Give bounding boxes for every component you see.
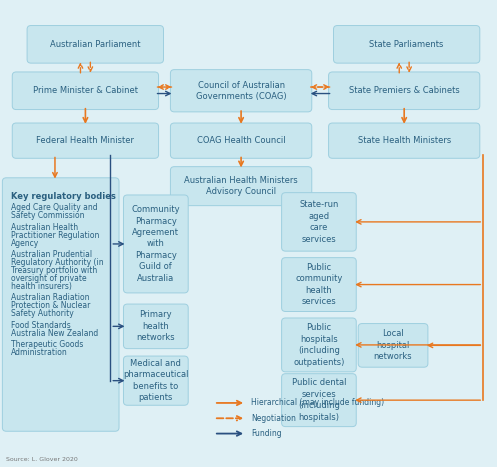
Text: Australian Health: Australian Health xyxy=(11,223,79,232)
Text: State Parliaments: State Parliaments xyxy=(369,40,444,49)
Text: Australia New Zealand: Australia New Zealand xyxy=(11,329,98,338)
Text: State-run
aged
care
services: State-run aged care services xyxy=(299,200,338,244)
Text: Community
Pharmacy
Agreement
with
Pharmacy
Guild of
Australia: Community Pharmacy Agreement with Pharma… xyxy=(132,205,180,283)
Text: Agency: Agency xyxy=(11,239,40,248)
Text: Primary
health
networks: Primary health networks xyxy=(137,311,175,342)
Text: Australian Parliament: Australian Parliament xyxy=(50,40,141,49)
Text: State Premiers & Cabinets: State Premiers & Cabinets xyxy=(349,86,460,95)
Text: Regulatory Authority (in: Regulatory Authority (in xyxy=(11,258,104,267)
FancyBboxPatch shape xyxy=(12,123,159,158)
Text: Australian Radiation: Australian Radiation xyxy=(11,293,90,303)
Text: Practitioner Regulation: Practitioner Regulation xyxy=(11,231,99,240)
FancyBboxPatch shape xyxy=(282,374,356,427)
Text: Prime Minister & Cabinet: Prime Minister & Cabinet xyxy=(33,86,138,95)
FancyBboxPatch shape xyxy=(123,356,188,405)
Text: Key regulatory bodies: Key regulatory bodies xyxy=(11,192,116,201)
Text: Public
community
health
services: Public community health services xyxy=(295,263,342,306)
Text: Source: L. Glover 2020: Source: L. Glover 2020 xyxy=(6,457,78,462)
FancyBboxPatch shape xyxy=(123,195,188,293)
Text: Therapeutic Goods: Therapeutic Goods xyxy=(11,340,83,349)
Text: Public dental
services
(including
hospitals): Public dental services (including hospit… xyxy=(292,378,346,422)
FancyBboxPatch shape xyxy=(12,72,159,110)
Text: Federal Health Minister: Federal Health Minister xyxy=(36,136,134,145)
FancyBboxPatch shape xyxy=(282,318,356,372)
FancyBboxPatch shape xyxy=(170,70,312,112)
Text: Negotiation: Negotiation xyxy=(251,414,296,423)
FancyBboxPatch shape xyxy=(123,304,188,349)
Text: Safety Commission: Safety Commission xyxy=(11,211,85,220)
FancyBboxPatch shape xyxy=(170,123,312,158)
FancyBboxPatch shape xyxy=(282,258,356,311)
FancyBboxPatch shape xyxy=(329,72,480,110)
Text: oversight of private: oversight of private xyxy=(11,274,87,283)
Text: Safety Authority: Safety Authority xyxy=(11,309,74,318)
Text: Funding: Funding xyxy=(251,429,282,438)
FancyBboxPatch shape xyxy=(329,123,480,158)
FancyBboxPatch shape xyxy=(282,193,356,251)
FancyBboxPatch shape xyxy=(358,324,428,367)
FancyBboxPatch shape xyxy=(170,167,312,205)
Text: Treasury portfolio with: Treasury portfolio with xyxy=(11,266,97,275)
Text: Council of Australian
Governments (COAG): Council of Australian Governments (COAG) xyxy=(196,80,286,101)
Text: Medical and
pharmaceutical
benefits to
patients: Medical and pharmaceutical benefits to p… xyxy=(123,359,188,403)
Text: health insurers): health insurers) xyxy=(11,282,72,291)
Text: Australian Prudential: Australian Prudential xyxy=(11,250,92,259)
Text: Aged Care Quality and: Aged Care Quality and xyxy=(11,203,98,212)
FancyBboxPatch shape xyxy=(333,26,480,63)
Text: Local
hospital
networks: Local hospital networks xyxy=(374,329,413,361)
FancyBboxPatch shape xyxy=(27,26,164,63)
Text: Protection & Nuclear: Protection & Nuclear xyxy=(11,301,90,310)
Text: COAG Health Council: COAG Health Council xyxy=(197,136,285,145)
FancyBboxPatch shape xyxy=(2,178,119,431)
Text: State Health Ministers: State Health Ministers xyxy=(357,136,451,145)
Text: Australian Health Ministers
Advisory Council: Australian Health Ministers Advisory Cou… xyxy=(184,176,298,197)
Text: Public
hospitals
(including
outpatients): Public hospitals (including outpatients) xyxy=(293,323,344,367)
Text: Food Standards: Food Standards xyxy=(11,321,71,330)
Text: Hierarchical (may include funding): Hierarchical (may include funding) xyxy=(251,398,384,407)
Text: Administration: Administration xyxy=(11,348,68,357)
